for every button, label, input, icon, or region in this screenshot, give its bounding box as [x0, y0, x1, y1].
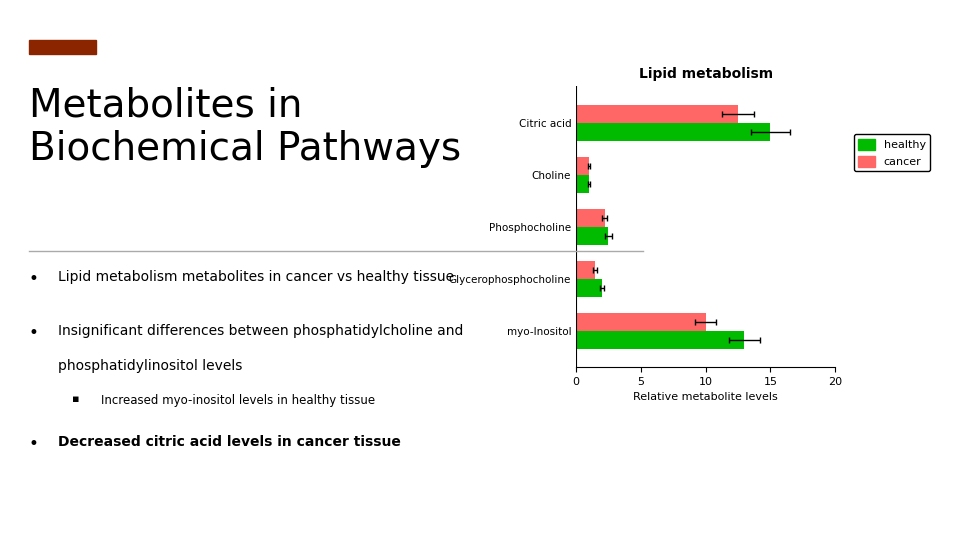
X-axis label: Relative metabolite levels: Relative metabolite levels: [634, 393, 778, 402]
Legend: healthy, cancer: healthy, cancer: [853, 134, 930, 171]
Text: Metabolites in
Biochemical Pathways: Metabolites in Biochemical Pathways: [29, 86, 461, 168]
Title: Lipid metabolism: Lipid metabolism: [638, 67, 773, 81]
Bar: [576, 279, 602, 297]
Bar: [576, 175, 589, 193]
Bar: [576, 313, 706, 331]
Bar: [576, 105, 738, 123]
Bar: [576, 123, 771, 141]
Bar: [576, 157, 589, 175]
Text: Decreased citric acid levels in cancer tissue: Decreased citric acid levels in cancer t…: [58, 435, 400, 449]
Bar: [576, 208, 605, 227]
Bar: [576, 261, 595, 279]
Text: Increased myo-inositol levels in healthy tissue: Increased myo-inositol levels in healthy…: [101, 394, 375, 407]
Bar: [576, 227, 609, 245]
Text: •: •: [29, 435, 38, 453]
Text: Lipid metabolism metabolites in cancer vs healthy tissue: Lipid metabolism metabolites in cancer v…: [58, 270, 454, 284]
Bar: [576, 331, 745, 349]
Text: phosphatidylinositol levels: phosphatidylinositol levels: [58, 359, 242, 373]
Text: •: •: [29, 324, 38, 342]
Text: •: •: [29, 270, 38, 288]
Text: ▪: ▪: [72, 394, 80, 404]
Text: Insignificant differences between phosphatidylcholine and: Insignificant differences between phosph…: [58, 324, 463, 338]
